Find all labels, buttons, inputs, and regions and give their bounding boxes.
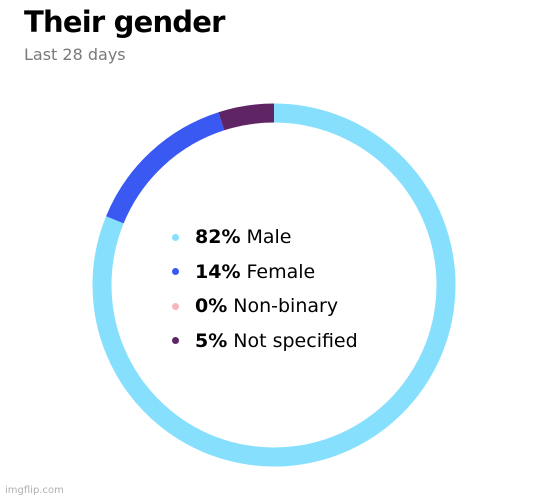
legend-item-female: 14% Female bbox=[172, 255, 358, 290]
donut-slice-not-specified bbox=[218, 103, 275, 131]
legend-value-not-specified: 5% bbox=[195, 329, 228, 352]
legend-item-male: 82% Male bbox=[172, 220, 358, 255]
legend-label-not-specified: Not specified bbox=[233, 329, 358, 352]
donut-slice-female bbox=[106, 112, 225, 224]
legend-label-female: Female bbox=[246, 260, 316, 283]
legend-dot-non-binary bbox=[172, 302, 179, 310]
legend-label-non-binary: Non-binary bbox=[233, 295, 339, 318]
legend-label-male: Male bbox=[246, 226, 292, 249]
legend-dot-male bbox=[172, 233, 179, 241]
legend-value-female: 14% bbox=[195, 260, 241, 283]
chart-title: Their gender bbox=[24, 5, 225, 39]
donut-slice-male bbox=[92, 103, 456, 467]
watermark-text: imgflip.com bbox=[5, 485, 64, 496]
chart-legend: 82% Male 14% Female 0% Non-binary 5% Not… bbox=[172, 220, 358, 358]
legend-value-male: 82% bbox=[195, 226, 241, 249]
legend-item-not-specified: 5% Not specified bbox=[172, 324, 358, 359]
legend-value-non-binary: 0% bbox=[195, 295, 228, 318]
legend-dot-female bbox=[172, 268, 179, 276]
chart-subtitle: Last 28 days bbox=[24, 45, 126, 64]
legend-dot-not-specified bbox=[172, 337, 179, 345]
legend-item-non-binary: 0% Non-binary bbox=[172, 289, 358, 324]
